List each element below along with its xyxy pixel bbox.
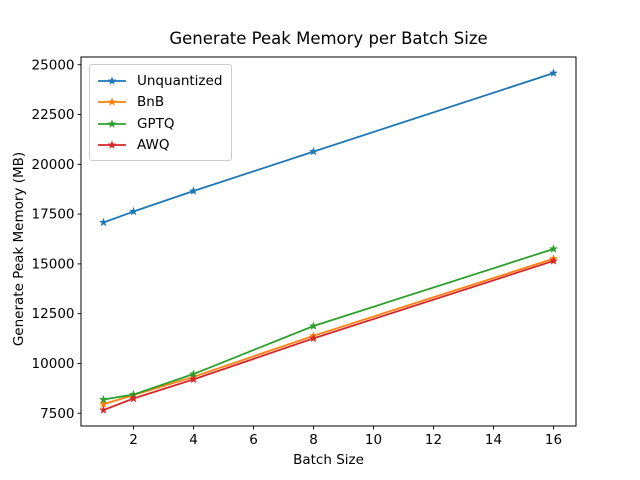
legend-item-gptq: GPTQ [97, 113, 222, 135]
series-marker-unquantized [549, 68, 558, 77]
legend-line-sample-unquantized [98, 76, 126, 85]
legend-item-awq: AWQ [97, 135, 222, 157]
series-marker-unquantized [129, 206, 138, 216]
series-marker-gptq [99, 394, 108, 404]
plot-border [80, 56, 577, 427]
x-tick-label: 4 [189, 432, 198, 448]
chart-title: Generate Peak Memory per Batch Size [169, 29, 488, 48]
series-line-awq [102, 260, 555, 411]
series-marker-unquantized [309, 146, 318, 156]
legend: Unquantized BnB GPTQ AWQ [89, 64, 233, 161]
y-tick-label: 20000 [32, 157, 75, 173]
series-marker-bnb [99, 399, 108, 408]
series-marker-gptq [309, 321, 318, 330]
x-tick-label: 2 [129, 432, 138, 448]
x-tick-label: 14 [485, 432, 502, 448]
legend-line-sample-awq [98, 140, 126, 149]
x-tick-label: 6 [249, 432, 258, 448]
series-marker-unquantized [99, 217, 108, 227]
y-tick-label: 15000 [32, 256, 75, 272]
y-tick-label: 12500 [32, 306, 75, 322]
series-marker-unquantized [189, 186, 198, 195]
series-marker-awq [549, 256, 558, 265]
series-marker-awq [129, 393, 138, 403]
y-tick-label: 22500 [32, 107, 75, 123]
legend-line-sample-bnb [98, 97, 126, 106]
series-marker-awq [189, 374, 198, 384]
y-tick-label: 25000 [32, 57, 75, 73]
x-tick-label: 12 [425, 432, 442, 448]
legend-item-unquantized: Unquantized [97, 70, 222, 92]
legend-label-bnb: BnB [137, 94, 165, 111]
x-tick-label: 10 [365, 432, 382, 448]
series-marker-awq [99, 405, 108, 414]
series-marker-gptq [549, 244, 558, 253]
x-axis-label: Batch Size [293, 452, 364, 468]
x-tick-label: 8 [309, 432, 318, 448]
y-axis-label: Generate Peak Memory (MB) [11, 151, 27, 347]
y-tick-label: 10000 [32, 356, 75, 372]
y-tick-label: 17500 [32, 207, 75, 223]
x-tick-label: 16 [545, 432, 562, 448]
legend-label-awq: AWQ [137, 137, 170, 154]
y-tick-label: 7500 [40, 406, 74, 422]
series-line-gptq [102, 248, 555, 401]
legend-line-sample-gptq [98, 119, 126, 128]
legend-label-unquantized: Unquantized [137, 72, 223, 89]
legend-item-bnb: BnB [97, 92, 222, 114]
legend-label-gptq: GPTQ [137, 115, 175, 132]
series-marker-gptq [189, 369, 198, 378]
series-marker-awq [309, 333, 318, 343]
